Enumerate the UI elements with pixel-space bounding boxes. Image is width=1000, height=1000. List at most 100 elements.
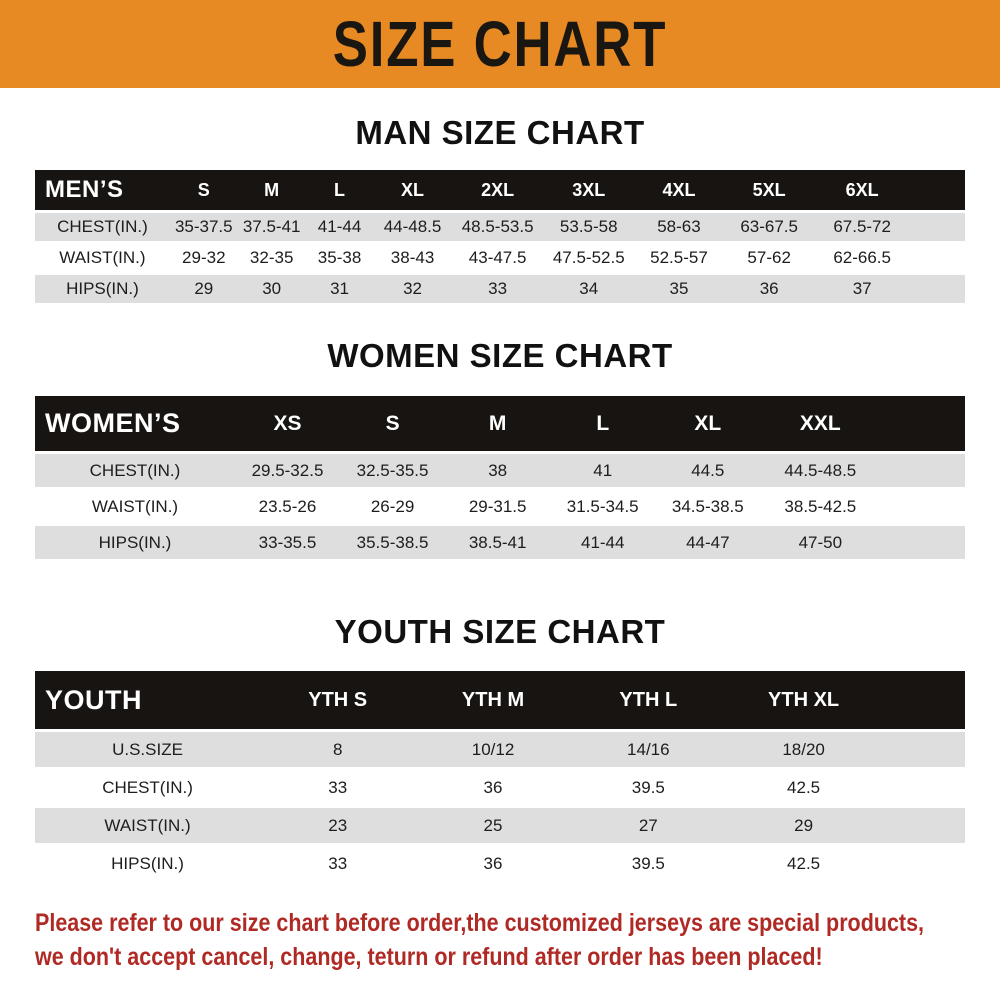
- table-header-row: WOMEN’S XS S M L XL XXL: [35, 396, 965, 451]
- table-row: CHEST(IN.) 33 36 39.5 42.5: [35, 770, 965, 805]
- size-value-cell: 58-63: [633, 213, 725, 241]
- men-size-table: MEN’S S M L XL 2XL 3XL 4XL 5XL 6XL CHEST(IN.) 35-37…: [35, 167, 965, 306]
- size-value-cell: 33: [260, 770, 416, 805]
- size-value-cell: 53.5-58: [543, 213, 634, 241]
- size-value-cell: 41-44: [550, 526, 656, 559]
- size-value-cell: 52.5-57: [633, 244, 725, 272]
- column-header-cell: M: [237, 170, 306, 210]
- size-value-cell: 44-48.5: [373, 213, 452, 241]
- size-value-cell: 39.5: [570, 846, 726, 881]
- table-row: HIPS(IN.) 29 30 31 32 33 34 35 36 37: [35, 275, 965, 303]
- column-header-cell: 2XL: [451, 170, 544, 210]
- disclaimer-line-1: Please refer to our size chart before or…: [35, 909, 925, 937]
- size-value-cell: 37: [814, 275, 911, 303]
- row-spacer-cell: [880, 526, 965, 559]
- size-value-cell: 38.5-41: [445, 526, 551, 559]
- table-row: HIPS(IN.) 33-35.5 35.5-38.5 38.5-41 41-44 44-…: [35, 526, 965, 559]
- size-value-cell: 43-47.5: [451, 244, 544, 272]
- column-header-cell: 4XL: [633, 170, 725, 210]
- size-value-cell: 10/12: [415, 732, 571, 767]
- table-header-row: MEN’S S M L XL 2XL 3XL 4XL 5XL 6XL: [35, 170, 965, 210]
- column-header-cell: 6XL: [814, 170, 911, 210]
- size-value-cell: 31.5-34.5: [550, 490, 656, 523]
- order-disclaimer: Please refer to our size chart before or…: [0, 906, 1000, 974]
- row-spacer-cell: [881, 808, 965, 843]
- row-spacer-cell: [881, 770, 965, 805]
- table-row: WAIST(IN.) 23 25 27 29: [35, 808, 965, 843]
- column-header-cell: M: [445, 396, 551, 451]
- column-header-cell: XS: [234, 396, 341, 451]
- row-label-cell: U.S.SIZE: [35, 732, 261, 767]
- size-value-cell: 39.5: [570, 770, 726, 805]
- size-value-cell: 34: [543, 275, 634, 303]
- size-value-cell: 29: [169, 275, 238, 303]
- column-header-cell: L: [550, 396, 656, 451]
- header-spacer-cell: [910, 170, 965, 210]
- size-value-cell: 14/16: [570, 732, 726, 767]
- table-row: U.S.SIZE 8 10/12 14/16 18/20: [35, 732, 965, 767]
- column-header-cell: 3XL: [543, 170, 634, 210]
- header-spacer-cell: [880, 396, 965, 451]
- row-spacer-cell: [880, 490, 965, 523]
- column-header-cell: YTH M: [415, 671, 571, 729]
- row-label-cell: HIPS(IN.): [35, 526, 235, 559]
- size-value-cell: 33-35.5: [234, 526, 341, 559]
- size-value-cell: 25: [415, 808, 571, 843]
- table-header-label: MEN’S: [35, 170, 170, 210]
- size-value-cell: 29-31.5: [445, 490, 551, 523]
- size-value-cell: 31: [305, 275, 374, 303]
- size-value-cell: 18/20: [725, 732, 882, 767]
- size-value-cell: 23.5-26: [234, 490, 341, 523]
- youth-size-table: YOUTH YTH S YTH M YTH L YTH XL U.S.SIZE 8 10/12…: [35, 668, 965, 884]
- row-label-cell: CHEST(IN.): [35, 770, 261, 805]
- column-header-cell: XL: [373, 170, 452, 210]
- size-value-cell: 44.5: [655, 454, 761, 487]
- header-spacer-cell: [881, 671, 965, 729]
- women-size-table: WOMEN’S XS S M L XL XXL CHEST(IN.) 29.5-32.5 32.5…: [35, 393, 965, 562]
- size-value-cell: 36: [415, 770, 571, 805]
- size-value-cell: 29-32: [169, 244, 238, 272]
- size-value-cell: 36: [724, 275, 815, 303]
- size-chart-banner: SIZE CHART: [0, 0, 1000, 88]
- women-section-heading: WOMEN SIZE CHART: [327, 337, 673, 374]
- table-row: HIPS(IN.) 33 36 39.5 42.5: [35, 846, 965, 881]
- row-label-cell: WAIST(IN.): [35, 808, 261, 843]
- size-value-cell: 23: [260, 808, 416, 843]
- row-spacer-cell: [880, 454, 965, 487]
- size-value-cell: 57-62: [724, 244, 815, 272]
- size-value-cell: 35-38: [305, 244, 374, 272]
- men-section-heading: MAN SIZE CHART: [355, 114, 645, 151]
- size-value-cell: 32: [373, 275, 452, 303]
- column-header-cell: XL: [655, 396, 761, 451]
- table-row: CHEST(IN.) 35-37.5 37.5-41 41-44 44-48.5 48.5…: [35, 213, 965, 241]
- size-value-cell: 26-29: [340, 490, 446, 523]
- size-value-cell: 62-66.5: [814, 244, 911, 272]
- size-value-cell: 38: [445, 454, 551, 487]
- size-value-cell: 36: [415, 846, 571, 881]
- row-spacer-cell: [910, 275, 965, 303]
- size-value-cell: 37.5-41: [237, 213, 306, 241]
- size-value-cell: 29: [725, 808, 882, 843]
- column-header-cell: S: [340, 396, 446, 451]
- size-value-cell: 34.5-38.5: [655, 490, 761, 523]
- row-label-cell: CHEST(IN.): [35, 454, 235, 487]
- size-value-cell: 33: [260, 846, 416, 881]
- row-label-cell: WAIST(IN.): [35, 244, 170, 272]
- row-label-cell: WAIST(IN.): [35, 490, 235, 523]
- size-value-cell: 67.5-72: [814, 213, 911, 241]
- size-value-cell: 38-43: [373, 244, 452, 272]
- row-spacer-cell: [881, 732, 965, 767]
- size-value-cell: 47.5-52.5: [543, 244, 634, 272]
- table-row: WAIST(IN.) 23.5-26 26-29 29-31.5 31.5-34.5 34…: [35, 490, 965, 523]
- row-spacer-cell: [910, 213, 965, 241]
- size-value-cell: 32.5-35.5: [340, 454, 446, 487]
- size-value-cell: 63-67.5: [724, 213, 815, 241]
- size-value-cell: 29.5-32.5: [234, 454, 341, 487]
- column-header-cell: YTH XL: [725, 671, 882, 729]
- table-header-label: YOUTH: [35, 671, 261, 729]
- row-label-cell: HIPS(IN.): [35, 846, 261, 881]
- table-header-label: WOMEN’S: [35, 396, 235, 451]
- size-value-cell: 42.5: [725, 846, 882, 881]
- column-header-cell: XXL: [760, 396, 881, 451]
- size-value-cell: 27: [570, 808, 726, 843]
